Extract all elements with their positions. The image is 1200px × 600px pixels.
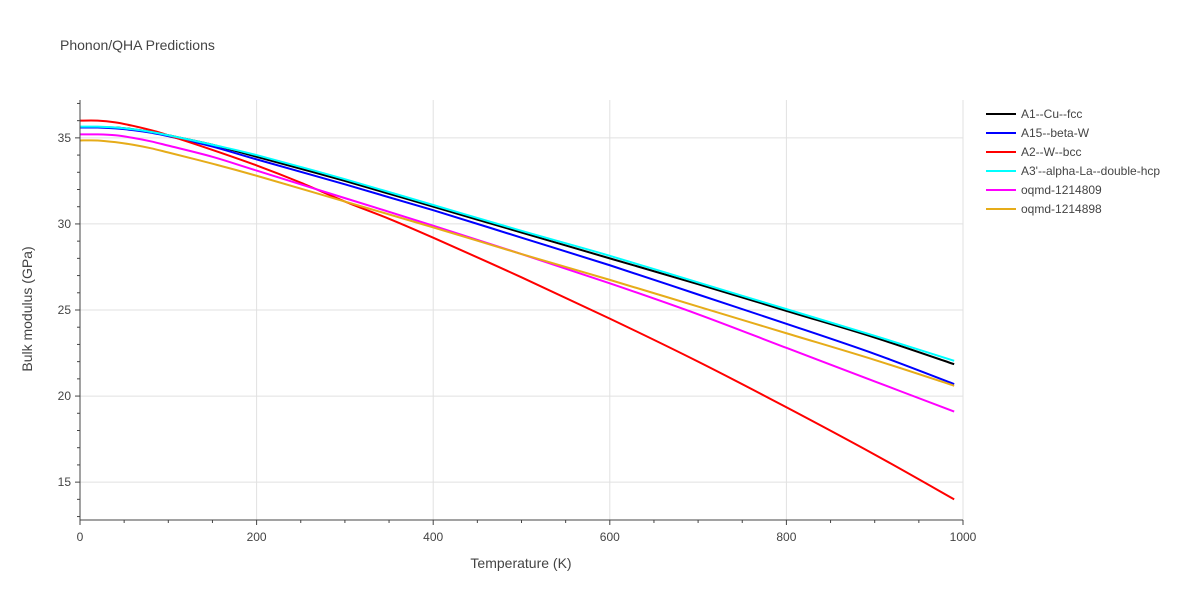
legend[interactable]: A1--Cu--fcc A15--beta-W A2--W--bcc A3'--alp… (986, 107, 1160, 216)
legend-item[interactable]: A1--Cu--fcc (986, 107, 1082, 121)
legend-label: A1--Cu--fcc (1021, 107, 1082, 121)
legend-item[interactable]: A2--W--bcc (986, 145, 1081, 159)
legend-label: A3'--alpha-La--double-hcp (1021, 164, 1160, 178)
y-tick-label: 15 (58, 475, 72, 489)
legend-item[interactable]: oqmd-1214809 (986, 183, 1102, 197)
y-tick-label: 25 (58, 303, 72, 317)
series-line-5 (79, 139, 955, 387)
y-tick-label: 35 (58, 131, 72, 145)
y-axis-title: Bulk modulus (GPa) (19, 246, 35, 371)
legend-label: oqmd-1214809 (1021, 183, 1102, 197)
series-line-1 (79, 126, 955, 385)
x-tick-label: 400 (423, 530, 443, 544)
axes: 0 200 400 600 800 1000 15 20 25 30 35 (58, 100, 977, 544)
x-tick-label: 1000 (950, 530, 977, 544)
legend-item[interactable]: oqmd-1214898 (986, 202, 1102, 216)
chart-title: Phonon/QHA Predictions (60, 37, 215, 53)
legend-item[interactable]: A15--beta-W (986, 126, 1090, 140)
series-line-3 (79, 125, 955, 362)
x-tick-label: 0 (77, 530, 84, 544)
x-tick-label: 200 (247, 530, 267, 544)
x-tick-label: 800 (776, 530, 796, 544)
series-layer (79, 119, 955, 501)
legend-label: A2--W--bcc (1021, 145, 1081, 159)
x-axis-title: Temperature (K) (470, 555, 571, 571)
legend-label: oqmd-1214898 (1021, 202, 1102, 216)
legend-label: A15--beta-W (1021, 126, 1090, 140)
y-tick-label: 30 (58, 217, 72, 231)
series-line-4 (79, 133, 955, 413)
y-tick-label: 20 (58, 389, 72, 403)
legend-item[interactable]: A3'--alpha-La--double-hcp (986, 164, 1160, 178)
x-tick-label: 600 (600, 530, 620, 544)
grid (80, 100, 964, 520)
